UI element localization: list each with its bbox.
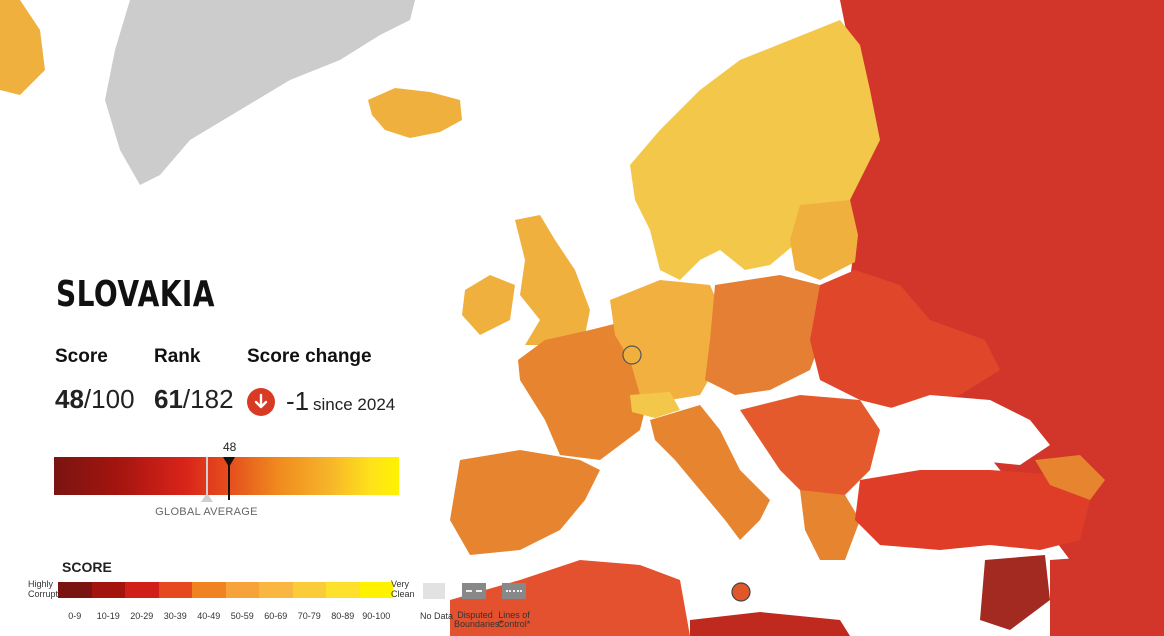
luxembourg-marker[interactable] — [622, 345, 642, 365]
black-sea — [885, 395, 1050, 465]
no-data-swatch — [423, 583, 445, 599]
legend-high-end: Very Clean — [391, 579, 415, 599]
disputed-boundaries-swatch — [462, 583, 486, 599]
lines-of-control-swatch — [502, 583, 526, 599]
syria-region[interactable] — [980, 555, 1050, 630]
legend-tick-80-89: 80-89 — [331, 611, 355, 621]
rank-total: /182 — [182, 384, 234, 414]
score-value: 48/100 — [55, 384, 135, 415]
switzerland-region[interactable] — [630, 392, 680, 418]
country-info-card: SLOVAKIA Score Rank Score change 48/100 … — [34, 250, 421, 530]
malta-marker[interactable] — [731, 582, 751, 602]
canada-region[interactable] — [0, 0, 45, 95]
global-average-label: GLOBAL AVERAGE — [155, 506, 258, 518]
nordic-region[interactable] — [630, 20, 880, 280]
legend-swatch-20-29 — [125, 582, 159, 598]
score-legend: SCORE Highly Corrupt Very Clean 0-9 10-19 20… — [28, 556, 548, 636]
gauge-score-label: 48 — [223, 440, 237, 454]
legend-title: SCORE — [62, 559, 112, 575]
legend-swatch-60-69 — [259, 582, 293, 598]
libya-region[interactable] — [690, 612, 850, 636]
balkans-region[interactable] — [740, 395, 880, 500]
score-gauge-bar — [54, 457, 399, 495]
score-change-since: since 2024 — [313, 395, 396, 414]
iberia-region[interactable] — [450, 450, 600, 555]
ukraine-region[interactable] — [810, 270, 1000, 410]
turkey-region[interactable] — [855, 470, 1090, 550]
legend-tick-50-59: 50-59 — [230, 611, 254, 621]
legend-swatch-90-100 — [359, 582, 393, 598]
greece-region[interactable] — [800, 490, 860, 560]
central-europe-region[interactable] — [705, 275, 825, 395]
country-title: SLOVAKIA — [56, 274, 215, 315]
score-change-value: -1 — [286, 386, 310, 416]
legend-tick-0-9: 0-9 — [68, 611, 82, 621]
arrow-down-icon — [247, 388, 275, 416]
legend-swatch-40-49 — [192, 582, 226, 598]
rank-label: Rank — [154, 346, 201, 367]
legend-tick-30-39: 30-39 — [163, 611, 187, 621]
lines-of-control-label: Lines of Control* — [497, 610, 531, 629]
legend-swatch-30-39 — [158, 582, 192, 598]
ireland-region[interactable] — [462, 275, 515, 335]
global-average-marker-icon — [201, 493, 213, 502]
legend-tick-labels: 0-9 10-19 20-29 30-39 40-49 50-59 60-69 70-79 80… — [58, 611, 393, 621]
france-region[interactable] — [518, 320, 650, 460]
uk-region[interactable] — [515, 215, 590, 345]
legend-tick-40-49: 40-49 — [197, 611, 221, 621]
score-number: 48 — [55, 384, 84, 414]
legend-swatch-70-79 — [292, 582, 326, 598]
global-average-line — [206, 457, 208, 495]
legend-swatch-0-9 — [58, 582, 92, 598]
middle-east-region[interactable] — [1050, 555, 1164, 636]
score-label: Score — [55, 346, 108, 367]
legend-low-end: Highly Corrupt — [28, 579, 59, 599]
country-score-line — [228, 464, 230, 500]
legend-color-bar — [58, 582, 393, 598]
legend-tick-70-79: 70-79 — [297, 611, 321, 621]
baltic-region[interactable] — [790, 200, 858, 280]
legend-swatch-10-19 — [91, 582, 125, 598]
score-change-label: Score change — [247, 346, 372, 367]
legend-tick-60-69: 60-69 — [264, 611, 288, 621]
caucasus-region[interactable] — [1035, 455, 1105, 500]
legend-tick-10-19: 10-19 — [96, 611, 120, 621]
greenland-region[interactable] — [105, 0, 415, 185]
iceland-region[interactable] — [368, 88, 462, 138]
rank-number: 61 — [154, 384, 183, 414]
legend-swatch-80-89 — [326, 582, 360, 598]
legend-tick-20-29: 20-29 — [130, 611, 154, 621]
north-africa-region[interactable] — [450, 560, 690, 636]
country-score-marker-icon — [223, 457, 235, 467]
disputed-boundaries-label: Disputed Boundaries* — [454, 610, 504, 629]
rank-value: 61/182 — [154, 384, 234, 415]
score-max: /100 — [83, 384, 135, 414]
no-data-label: No Data — [420, 611, 454, 621]
italy-region[interactable] — [650, 405, 770, 540]
legend-swatch-50-59 — [225, 582, 259, 598]
germany-region[interactable] — [610, 280, 725, 400]
legend-tick-90-100: 90-100 — [362, 611, 391, 621]
